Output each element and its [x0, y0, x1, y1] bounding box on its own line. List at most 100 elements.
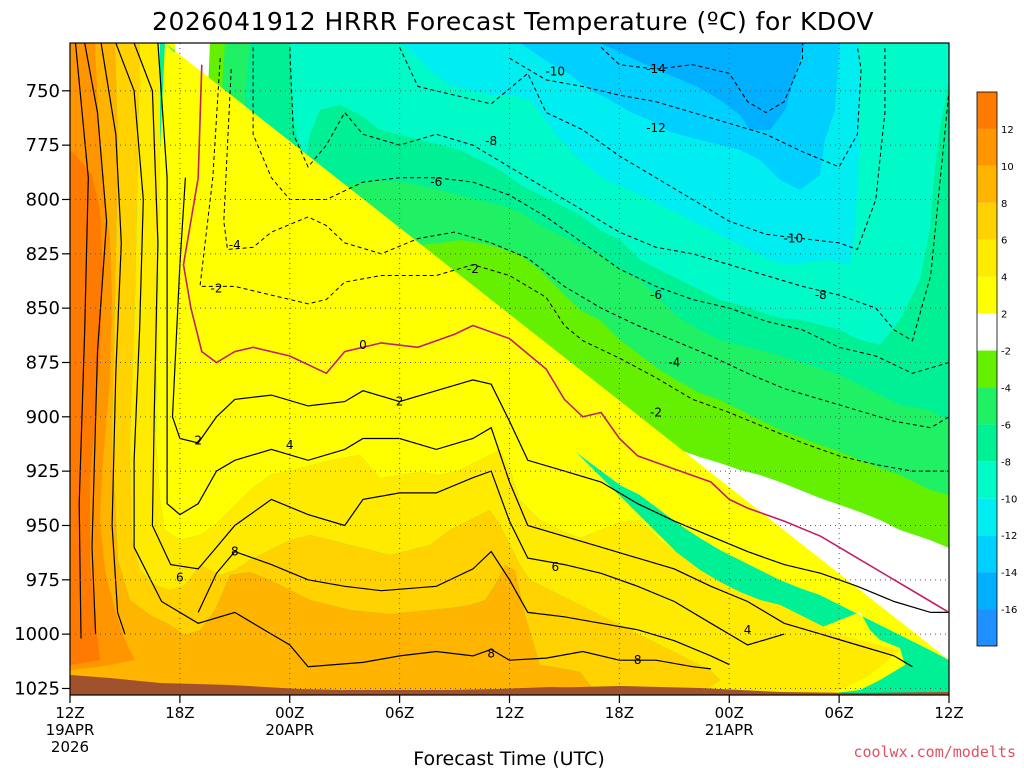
- contour-line: [197, 550, 730, 666]
- contour-line: [252, 47, 949, 374]
- contour-line: [115, 43, 711, 670]
- contour-line: [199, 58, 949, 472]
- colorbar-label: -10: [1001, 494, 1017, 505]
- contour-line: [289, 47, 949, 342]
- colorbar-label: 2: [1001, 310, 1007, 321]
- colorbar-swatch: [977, 92, 997, 129]
- ground-mass: [70, 675, 949, 695]
- region-minus12-to-minus10: [400, 43, 860, 265]
- contour-label: 8: [487, 647, 495, 661]
- contour-line: [100, 43, 126, 635]
- colorbar-label: 8: [1001, 199, 1007, 210]
- contour-label: -6: [650, 288, 662, 302]
- plot-area: -10 -14 -12 -8 -6 -4 -2 -2 -10 -8 -6 -4 -2 0 2 2 4 6 6 8 8 8 4: [70, 43, 949, 695]
- y-tick-label: 875: [26, 352, 60, 373]
- contour-label: 4: [744, 623, 752, 637]
- contour-line: [182, 64, 949, 614]
- region-6-to-8: [112, 43, 720, 695]
- x-tick-label: 18Z: [165, 704, 194, 722]
- contour-label: 2: [396, 395, 404, 409]
- credit-text: coolwx.com/modelts: [853, 743, 1016, 761]
- region-minus6-to-minus4: [215, 43, 949, 495]
- contour-line: [399, 47, 886, 251]
- region-2-to-4: [156, 43, 949, 695]
- contour-label: 8: [231, 545, 239, 559]
- contour-line: [133, 43, 785, 646]
- colorbar-swatch: [977, 498, 997, 536]
- contour-label: 6: [176, 571, 184, 585]
- chart-title: 2026041912 HRRR Forecast Temperature (ºC…: [152, 7, 874, 36]
- colorbar-label: 12: [1001, 125, 1014, 136]
- contour-label: 0: [359, 338, 367, 352]
- contour-label: -6: [430, 175, 442, 189]
- y-tick-label: 975: [26, 570, 60, 591]
- colorbar-swatch: [977, 165, 997, 203]
- colorbar-label: 6: [1001, 236, 1007, 247]
- contour-line: [223, 69, 949, 429]
- colorbar-swatch: [977, 424, 997, 462]
- contour-line: [157, 43, 913, 668]
- colorbar-label: -14: [1001, 568, 1017, 579]
- region-12-to-14: [70, 150, 103, 665]
- x-tick-label: 12Z: [495, 704, 524, 722]
- x-tick-label: 12Z: [55, 704, 84, 722]
- contour-label: -2: [467, 262, 479, 276]
- y-tick-label: 750: [26, 81, 60, 102]
- region-4-to-6: [130, 43, 900, 695]
- colorbar-label: -2: [1001, 347, 1011, 358]
- x-tick-label: 00Z: [275, 704, 304, 722]
- x-tick-label: 18Z: [605, 704, 634, 722]
- colorbar-label: -16: [1001, 605, 1017, 616]
- region-minus2-to-2: [168, 43, 949, 660]
- contour-label: 2: [194, 434, 202, 448]
- contour-label: -8: [485, 134, 497, 148]
- x-tick-label: 21APR: [705, 721, 754, 739]
- region-minus8-to-minus6: [245, 43, 949, 420]
- y-tick-label: 800: [26, 189, 60, 210]
- contour-line: [171, 177, 949, 613]
- colorbar: -16 -14 -12 -10 -8 -6 -4 -2 2 4 6 8 10 12: [976, 91, 1017, 647]
- contour-label: -4: [668, 355, 680, 369]
- contour-label: 4: [286, 438, 294, 452]
- colorbar-label: -12: [1001, 531, 1017, 542]
- colorbar-label: -4: [1001, 383, 1011, 394]
- y-tick-label: 775: [26, 135, 60, 156]
- colorbar-swatch: [977, 202, 997, 240]
- colorbar-swatch: [977, 572, 997, 610]
- colorbar-label: 4: [1001, 273, 1007, 284]
- colorbar-label: -8: [1001, 457, 1011, 468]
- contour-label: -4: [229, 238, 241, 252]
- y-tick-label: 1000: [14, 624, 60, 645]
- region-minus4-to-minus2: [195, 43, 949, 548]
- contour-line: [74, 43, 89, 639]
- contour-label: -2: [650, 405, 662, 419]
- contour-labels: -10 -14 -12 -8 -6 -4 -2 -2 -10 -8 -6 -4 -2 0 2 2 4 6 6 8 8 8 4: [176, 62, 827, 667]
- contour-label: -12: [646, 121, 666, 135]
- contour-label: 6: [551, 560, 559, 574]
- y-tick-label: 825: [26, 244, 60, 265]
- contour-line: [600, 43, 803, 114]
- x-tick-label: 19APR: [46, 721, 95, 739]
- colorbar-swatch: [977, 350, 997, 388]
- colorbar-swatch: [977, 276, 997, 314]
- y-tick-label: 850: [26, 298, 60, 319]
- x-tick-label: 06Z: [824, 704, 853, 722]
- y-tick-label: 925: [26, 461, 60, 482]
- contour-label: -10: [784, 232, 804, 246]
- colorbar-swatch: [977, 609, 997, 646]
- x-tick-label: 00Z: [715, 704, 744, 722]
- colorbar-label: 10: [1001, 162, 1014, 173]
- contour-label: -10: [545, 64, 565, 78]
- colorbar-swatch: [977, 535, 997, 573]
- x-tick-label: 2026: [51, 738, 89, 756]
- contour-label: -8: [815, 288, 827, 302]
- region-lt-minus14-core: [600, 43, 805, 130]
- x-tick-label: 20APR: [265, 721, 314, 739]
- grid-lines: [70, 43, 949, 695]
- y-tick-label: 900: [26, 407, 60, 428]
- x-axis-label: Forecast Time (UTC): [413, 748, 604, 768]
- colorbar-swatch: [977, 313, 997, 351]
- contour-label: 8: [634, 653, 642, 667]
